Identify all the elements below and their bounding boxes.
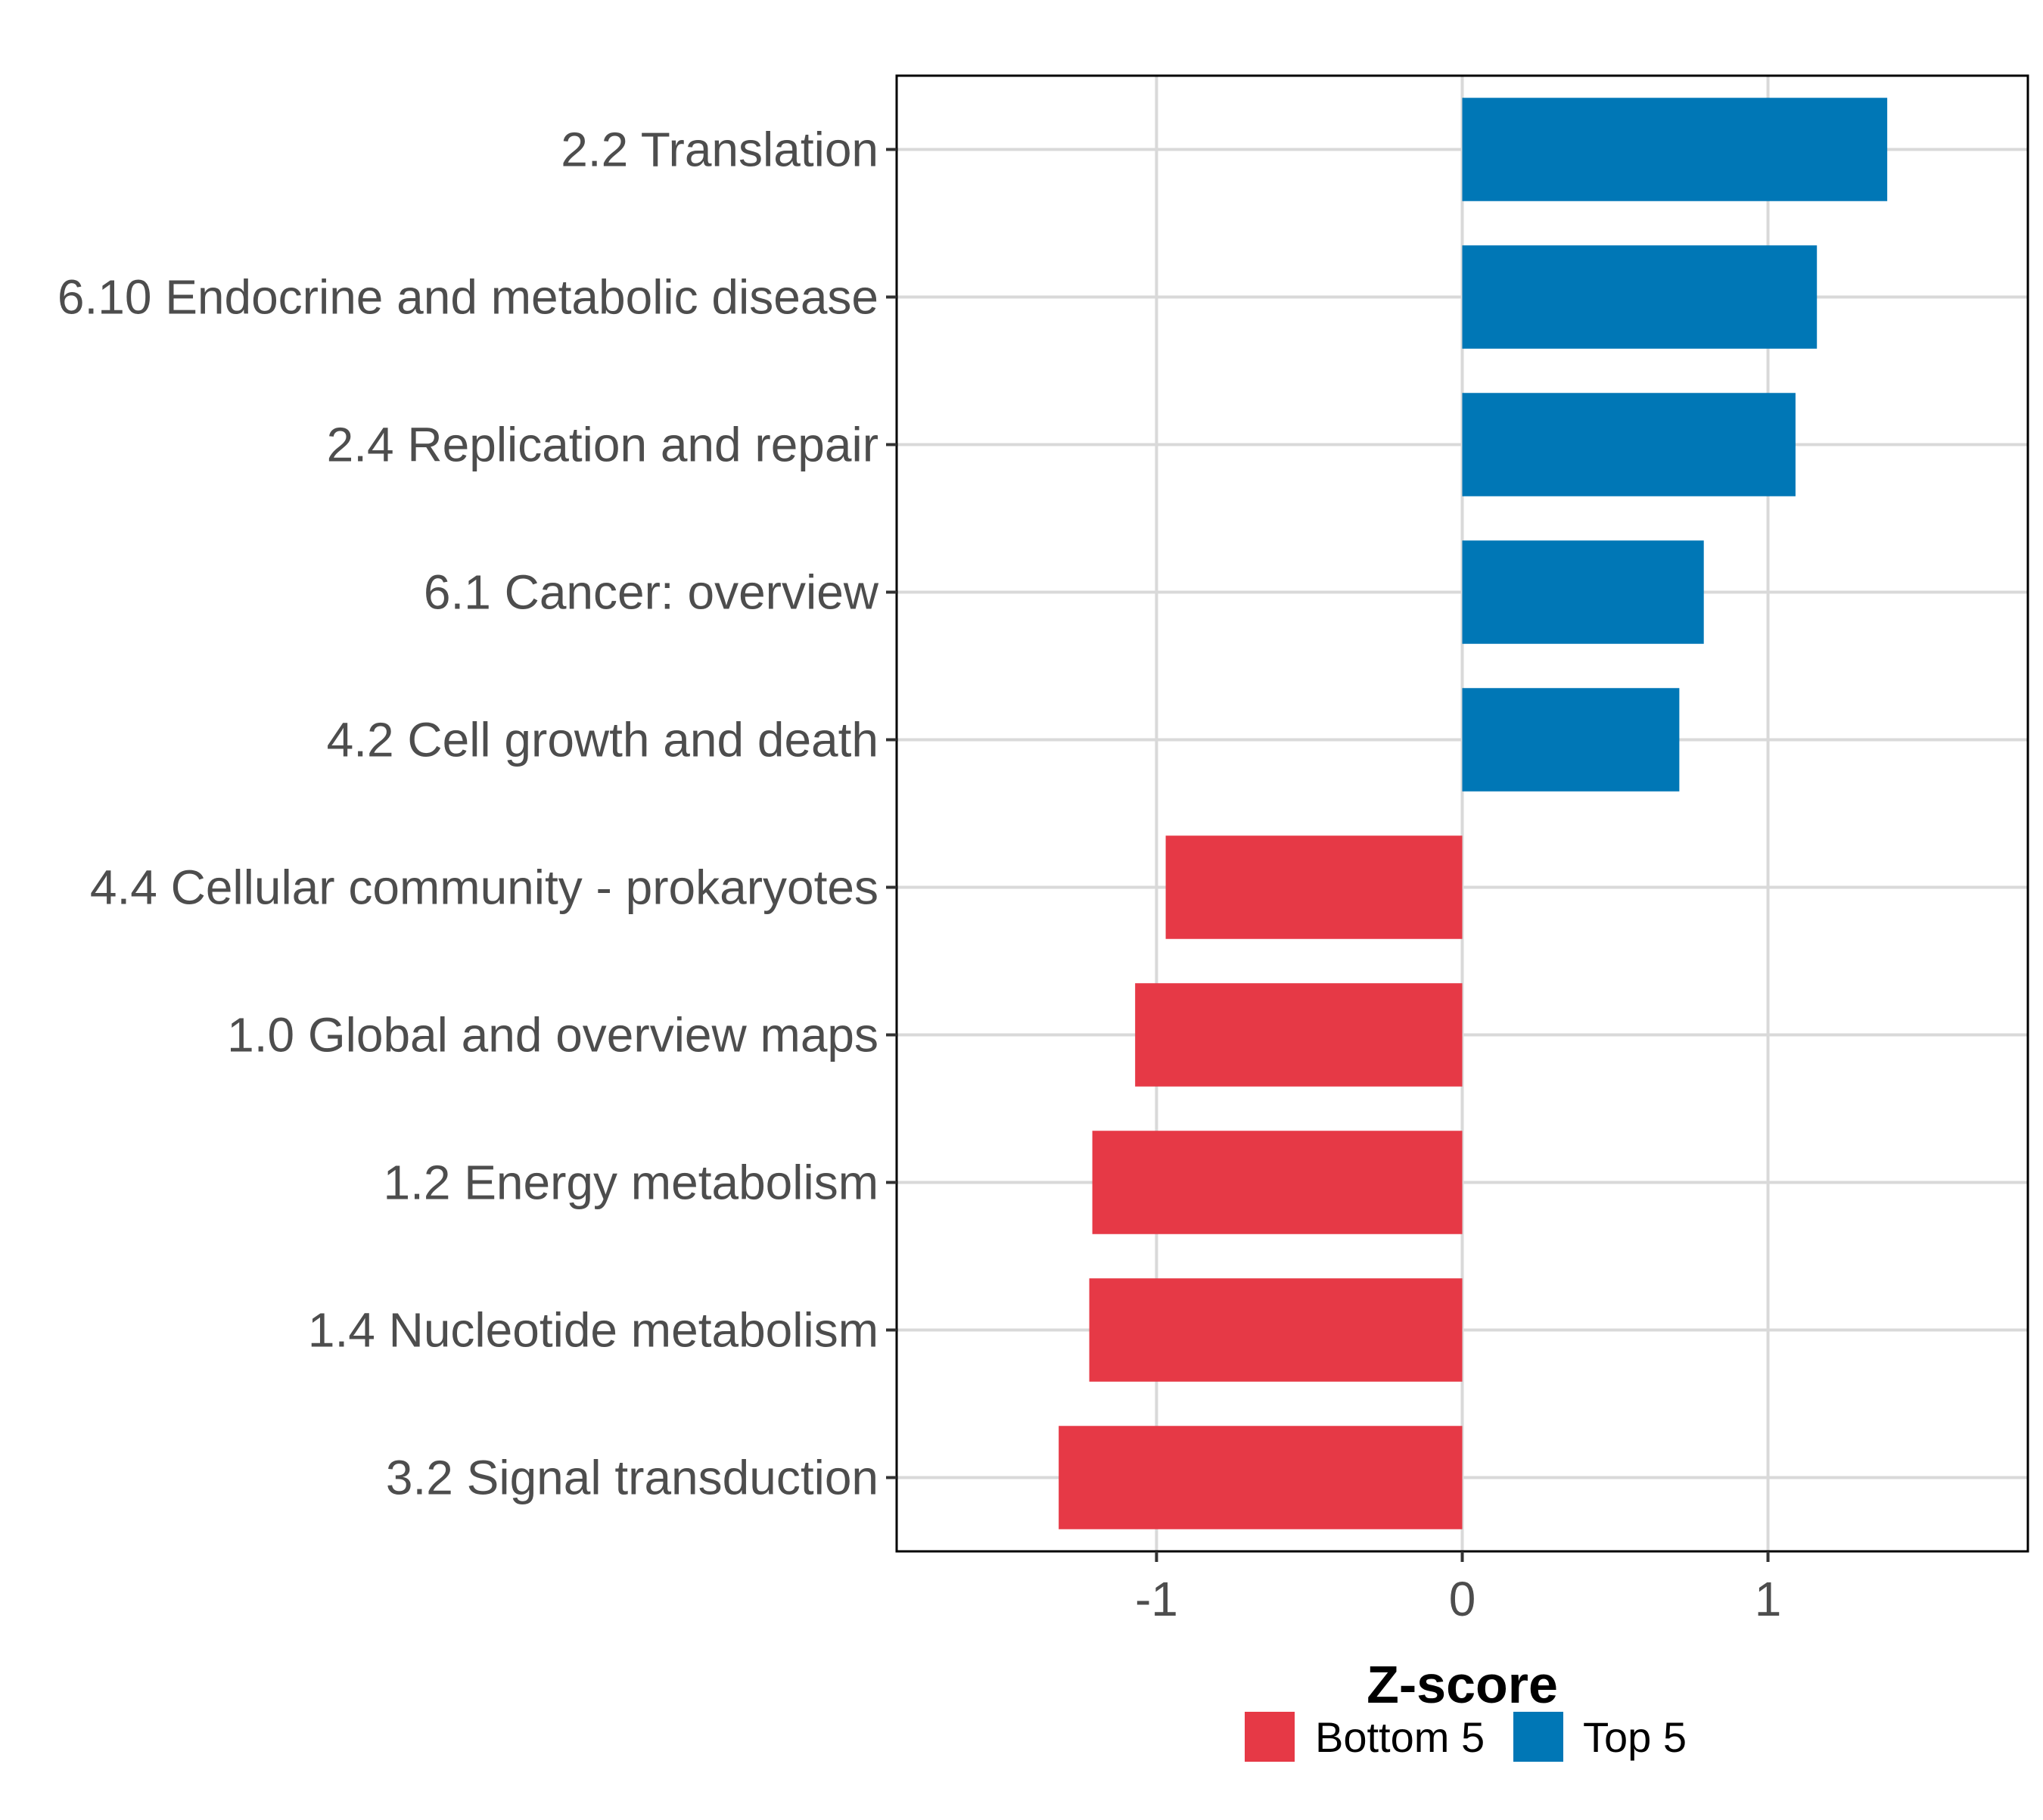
y-tick-label: 2.2 Translation: [561, 123, 878, 177]
y-tick-label: 6.1 Cancer: overview: [424, 565, 879, 620]
bar-layer: [1059, 98, 1888, 1529]
y-tick-label: 4.4 Cellular community - prokaryotes: [90, 860, 878, 915]
legend-item-bottom: Bottom 5: [1245, 1712, 1485, 1762]
legend: Bottom 5 Top 5: [1245, 1712, 1687, 1762]
legend-swatch: [1245, 1712, 1295, 1762]
bar-bottom-7: [1135, 983, 1463, 1087]
y-tick-label: 1.4 Nucleotide metabolism: [308, 1303, 878, 1358]
bar-top-2: [1462, 245, 1818, 349]
bar-top-3: [1462, 393, 1796, 496]
bar-top-1: [1462, 98, 1888, 201]
bar-bottom-6: [1165, 835, 1463, 939]
y-tick-label: 2.4 Replication and repair: [327, 418, 878, 472]
x-tick-label: 0: [1449, 1572, 1476, 1626]
legend-label: Top 5: [1583, 1713, 1687, 1761]
bar-bottom-9: [1089, 1278, 1463, 1382]
y-tick-label: 4.2 Cell growth and death: [327, 713, 878, 767]
y-tick-label: 3.2 Signal transduction: [386, 1451, 878, 1505]
x-tick-label: -1: [1135, 1572, 1178, 1626]
y-axis: 2.2 Translation 6.10 Endocrine and metabo…: [58, 123, 897, 1505]
x-tick-label: 1: [1755, 1572, 1782, 1626]
x-axis: -1 0 1: [1135, 1551, 1781, 1626]
legend-swatch: [1513, 1712, 1563, 1762]
y-tick-label: 1.2 Energy metabolism: [383, 1156, 878, 1210]
bar-bottom-8: [1092, 1131, 1463, 1234]
bar-bottom-10: [1059, 1426, 1463, 1529]
y-tick-label: 1.0 Global and overview maps: [227, 1008, 878, 1062]
legend-item-top: Top 5: [1513, 1712, 1687, 1762]
bar-top-5: [1462, 688, 1680, 792]
x-axis-title: Z-score: [1367, 1655, 1558, 1714]
legend-label: Bottom 5: [1315, 1713, 1485, 1761]
bar-top-4: [1462, 540, 1704, 644]
y-tick-label: 6.10 Endocrine and metabolic disease: [58, 270, 878, 325]
